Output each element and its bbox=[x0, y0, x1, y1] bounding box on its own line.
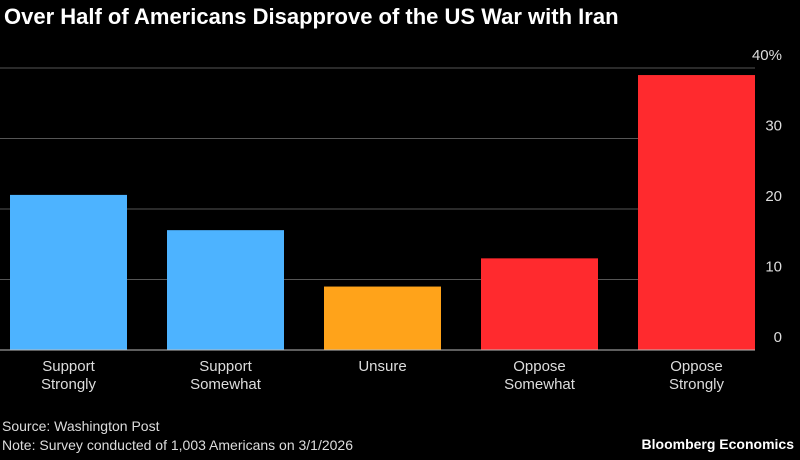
y-tick-label: 30 bbox=[765, 117, 782, 134]
note: Note: Survey conducted of 1,003 American… bbox=[2, 437, 354, 453]
bar bbox=[481, 258, 598, 350]
x-tick-label: Oppose Strongly bbox=[668, 358, 725, 393]
x-tick-label: Oppose Somewhat bbox=[504, 358, 575, 393]
bar bbox=[167, 230, 284, 350]
source: Source: Washington Post bbox=[2, 418, 160, 434]
y-tick-label: 0 bbox=[774, 329, 782, 346]
y-tick-label: 10 bbox=[765, 258, 782, 275]
x-tick-label: Support Strongly bbox=[40, 358, 97, 393]
y-tick-label: 20 bbox=[765, 188, 782, 205]
y-tick-label: 40% bbox=[752, 47, 782, 64]
x-tick-label: Unsure bbox=[358, 358, 407, 375]
x-tick-label: Support Somewhat bbox=[190, 358, 261, 393]
chart-title: Over Half of Americans Disapprove of the… bbox=[4, 4, 619, 29]
bar bbox=[324, 286, 441, 350]
bar bbox=[10, 194, 127, 350]
brand: Bloomberg Economics bbox=[641, 436, 794, 452]
bar bbox=[638, 75, 755, 351]
